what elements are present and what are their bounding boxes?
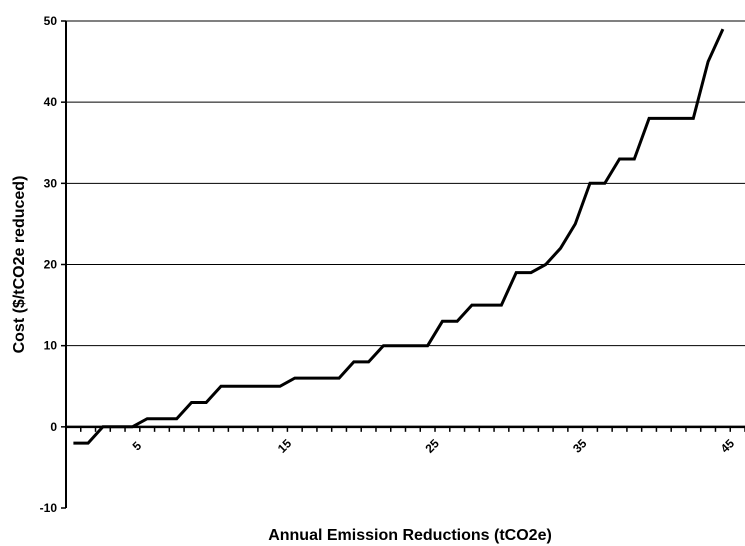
y-tick-label--10: -10 [40,501,58,515]
x-tick-label-15: 15 [275,436,295,456]
series-group [73,28,725,445]
gridlines [66,20,745,347]
y-tick-label-30: 30 [44,176,58,190]
x-axis-label: Annual Emission Reductions (tCO2e) [268,527,552,544]
y-axis-label: Cost ($/tCO2e reduced) [11,176,28,354]
x-tick-label-25: 25 [423,436,443,456]
y-tick-label-40: 40 [44,95,58,109]
axes [61,20,745,509]
x-tick-label-5: 5 [130,438,145,453]
series-line-0 [73,28,725,445]
y-tick-labels: -10 0 10 20 30 40 50 [40,14,58,515]
y-tick-label-0: 0 [50,420,57,434]
y-tick-label-10: 10 [44,339,58,353]
x-tick-label-45: 45 [718,436,738,456]
x-tick-labels: 5 15 25 35 45 [130,436,738,456]
x-tick-label-35: 35 [570,436,590,456]
y-tick-label-50: 50 [44,14,58,28]
y-tick-label-20: 20 [44,258,58,272]
